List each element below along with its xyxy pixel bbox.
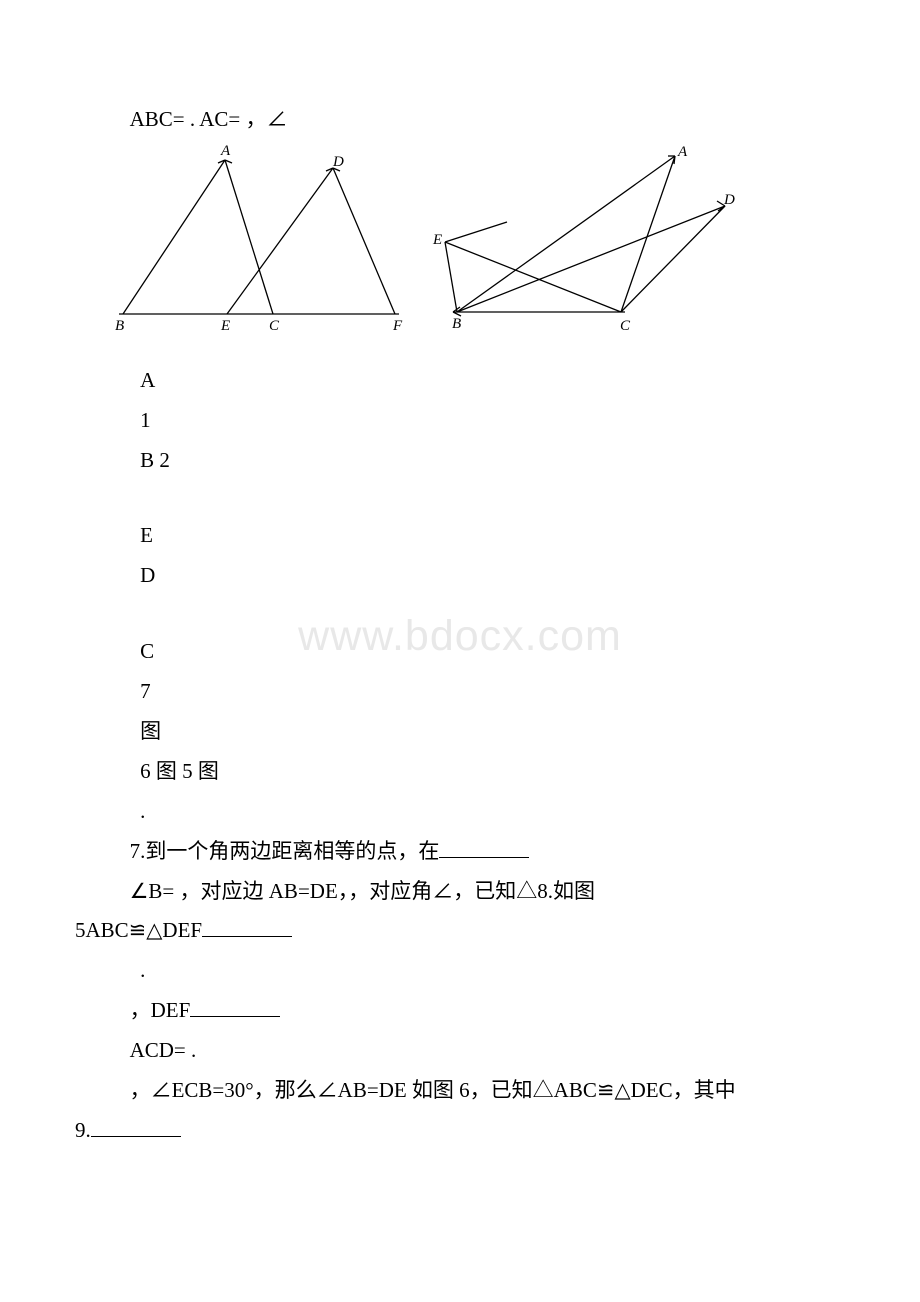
q8-text2: 5ABC≌△DEF xyxy=(75,918,202,942)
question-8-part2: 5ABC≌△DEF xyxy=(75,911,845,951)
svg-text:D: D xyxy=(723,192,735,208)
line-c: C xyxy=(75,632,845,672)
line-6tu5tu: 6 图 5 图 xyxy=(75,752,845,792)
line-e: E xyxy=(75,516,845,556)
svg-text:F: F xyxy=(392,318,403,334)
line-tu: 图 xyxy=(75,712,845,752)
svg-text:A: A xyxy=(220,144,231,159)
question-7: 7.到一个角两边距离相等的点，在 xyxy=(75,832,845,872)
figures-svg: A D B E C F xyxy=(105,144,745,339)
line-7: 7 xyxy=(75,672,845,712)
svg-text:C: C xyxy=(269,318,280,334)
svg-text:C: C xyxy=(620,318,631,334)
line-a: A xyxy=(75,361,845,401)
q7-text: 7.到一个角两边距离相等的点，在 xyxy=(130,839,440,863)
blank-q8 xyxy=(202,936,292,937)
q9-text2: 9. xyxy=(75,1118,91,1142)
svg-text:B: B xyxy=(452,316,461,332)
blank-q7 xyxy=(439,857,529,858)
line-dot2: . xyxy=(75,951,845,991)
left-triangle-group: A D B E C F xyxy=(115,144,403,334)
question-8-part1: ∠B= ，对应边 AB=DE，，对应角∠，已知△8.如图 xyxy=(75,872,845,912)
line-dot1: . xyxy=(75,792,845,832)
top-line: ABC= . AC= ，∠ xyxy=(75,100,845,140)
line-b2: B 2 xyxy=(75,441,845,481)
page-content: ABC= . AC= ，∠ A D B xyxy=(75,100,845,1151)
question-9-part2: 9. xyxy=(75,1111,845,1151)
svg-text:A: A xyxy=(677,144,688,160)
question-9-part1: ，∠ECB=30°，那么∠AB=DE 如图 6，已知△ABC≌△DEC，其中 xyxy=(75,1071,845,1111)
line-def: ，DEF xyxy=(75,991,845,1031)
svg-text:D: D xyxy=(332,154,344,170)
blank-def xyxy=(190,1016,280,1017)
blank-q9 xyxy=(91,1136,181,1137)
right-figure-group: A D E B C xyxy=(432,144,735,334)
figures-row: A D B E C F xyxy=(75,144,845,353)
svg-text:E: E xyxy=(432,232,442,248)
def-text: ，DEF xyxy=(130,998,191,1022)
line-1: 1 xyxy=(75,401,845,441)
svg-text:E: E xyxy=(220,318,230,334)
svg-text:B: B xyxy=(115,318,124,334)
line-acd: ACD= . xyxy=(75,1031,845,1071)
line-d: D xyxy=(75,556,845,596)
